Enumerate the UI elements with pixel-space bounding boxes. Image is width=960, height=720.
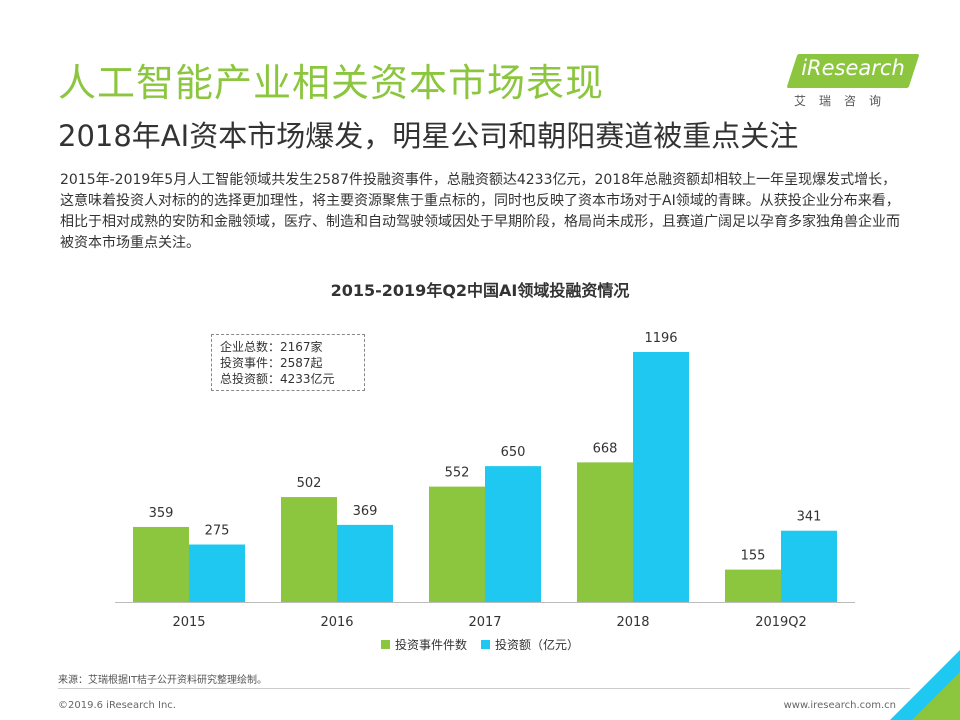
x-tick-label-2017: 2017 [468,615,501,630]
x-tick-label-2016: 2016 [320,615,353,630]
data-label-events-2015: 359 [149,506,174,521]
data-label-amount-2018: 1196 [644,331,677,346]
bar-amount-2016 [337,524,393,602]
legend-label-events: 投资事件件数 [394,638,467,652]
bar-amount-2015 [189,544,245,602]
data-label-events-2016: 502 [297,476,322,491]
legend-swatch-events [380,640,390,649]
legend-swatch-amount [481,640,490,649]
website-text: www.iresearch.com.cn [783,700,896,711]
source-note: 来源：艾瑞根据IT桔子公开资料研究整理绘制。 [58,675,268,686]
footer-divider [58,688,910,689]
chart-legend: 投资事件件数 投资额（亿元） [0,636,960,653]
annotation-total-amount: 总投资额：4233亿元 [220,372,335,386]
bar-events-2018 [577,462,633,602]
logo-text: iResearch [801,56,905,80]
bar-events-2017 [429,486,485,602]
x-tick-label-2018: 2018 [616,615,649,630]
data-label-events-2017: 552 [445,466,470,481]
bar-events-2019Q2 [725,569,781,602]
annotation-company-count: 企业总数：2167家 [220,340,323,354]
bar-events-2016 [281,497,337,602]
bar-amount-2019Q2 [781,530,837,602]
bar-events-2015 [133,526,189,602]
data-label-events-2018: 668 [593,441,618,456]
logo-subtext: 艾瑞咨询 [794,94,895,108]
bar-amount-2018 [633,352,689,602]
data-label-amount-2017: 650 [501,445,526,460]
legend-item-events: 投资事件件数 [380,636,467,653]
legend-label-amount: 投资额（亿元） [495,638,580,652]
data-label-amount-2015: 275 [205,524,230,539]
chart-title: 2015-2019年Q2中国AI领域投融资情况 [330,281,630,300]
x-tick-label-2015: 2015 [172,615,205,630]
iresearch-logo: iResearch 艾瑞咨询 [786,50,920,112]
data-label-amount-2019Q2: 341 [797,510,822,525]
data-label-events-2019Q2: 155 [741,549,766,564]
x-tick-label-2019Q2: 2019Q2 [755,615,807,630]
copyright-text: ©2019.6 iResearch Inc. [58,700,176,711]
page-subtitle: 2018年AI资本市场爆发，明星公司和朝阳赛道被重点关注 [58,119,799,153]
page-title: 人工智能产业相关资本市场表现 [58,61,605,105]
data-label-amount-2016: 369 [353,504,378,519]
summary-annotation-box: 企业总数：2167家 投资事件：2587起 总投资额：4233亿元 [211,334,365,391]
legend-item-amount: 投资额（亿元） [481,636,579,653]
annotation-event-count: 投资事件：2587起 [220,356,323,370]
corner-decoration [890,650,960,720]
bar-amount-2017 [485,466,541,602]
description-paragraph: 2015年-2019年5月人工智能领域共发生2587件投融资事件，总融资额达42… [60,172,900,251]
